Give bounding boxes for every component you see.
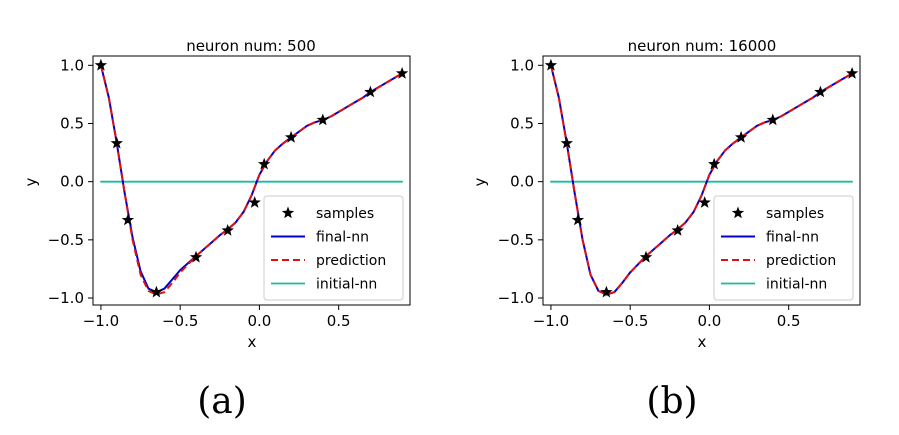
y-axis-label: y (471, 177, 489, 186)
legend-marker (731, 206, 745, 219)
y-axis-ticks: 1.0 0.5 0.0 −0.5 −1.0 (48, 56, 93, 307)
sample-point (150, 285, 163, 298)
sample-point (671, 224, 684, 236)
legend-item-samples: samples (281, 206, 374, 222)
sample-point (189, 250, 203, 263)
legend-label: initial-nn (766, 277, 827, 293)
y-tick-label: 0.0 (510, 173, 534, 191)
legend-label: initial-nn (316, 277, 377, 293)
sample-point (600, 285, 613, 298)
x-tick-label: 0.5 (777, 312, 801, 330)
sample-point (121, 213, 135, 226)
sample-point (395, 67, 409, 79)
x-tick-label: 0.0 (697, 312, 721, 330)
legend-item-initial-nn: initial-nn (271, 277, 377, 293)
x-axis-label: x (248, 333, 257, 351)
sample-point (248, 196, 261, 208)
subfigure-caption: (a) (197, 381, 247, 422)
legend-box (713, 195, 854, 301)
sample-point (316, 113, 329, 126)
sample-point (734, 130, 748, 143)
legend-item-initial-nn: initial-nn (721, 277, 827, 293)
x-tick-label: −1.0 (533, 312, 569, 330)
y-tick-label: 0.5 (510, 114, 534, 132)
legend-label: samples (766, 206, 824, 222)
legend-item-samples: samples (731, 206, 824, 222)
sample-point (110, 136, 123, 149)
subplot-title: neuron num: 16000 (628, 37, 777, 55)
y-tick-label: −0.5 (498, 231, 534, 249)
sample-point (639, 250, 653, 263)
x-axis-label: x (698, 333, 707, 351)
legend-box (263, 195, 404, 301)
x-tick-label: 0.5 (327, 312, 351, 330)
subfigure-caption: (b) (646, 381, 697, 422)
sample-point (221, 224, 234, 236)
y-tick-label: 0.5 (60, 114, 84, 132)
sample-point (258, 157, 271, 170)
series-line-prediction (99, 65, 403, 296)
legend-item-prediction: prediction (271, 253, 386, 269)
legend-label: samples (316, 206, 374, 222)
plot-area (94, 58, 409, 298)
legend-label: final-nn (316, 230, 369, 246)
legend-item-final-nn: final-nn (271, 230, 369, 246)
sample-point (571, 213, 585, 226)
sample-point (766, 113, 779, 126)
sample-point (364, 85, 377, 98)
y-tick-label: −1.0 (48, 289, 84, 307)
sample-point (560, 136, 573, 149)
legend-item-prediction: prediction (721, 253, 836, 269)
plot-area (544, 58, 859, 298)
subplot-title: neuron num: 500 (186, 37, 316, 55)
y-tick-label: −0.5 (48, 231, 84, 249)
legend-label: prediction (766, 253, 836, 269)
x-tick-label: −0.5 (162, 312, 198, 330)
x-tick-label: 0.0 (247, 312, 271, 330)
x-axis-ticks: −1.0 −0.5 0.0 0.5 (533, 305, 801, 330)
legend-item-final-nn: final-nn (721, 230, 819, 246)
sample-point (544, 58, 558, 71)
x-tick-label: −1.0 (83, 312, 119, 330)
y-tick-label: 1.0 (510, 56, 534, 74)
sample-point (284, 130, 298, 143)
x-axis-ticks: −1.0 −0.5 0.0 0.5 (83, 305, 351, 330)
legend: samples final-nn prediction initial-nn (713, 195, 854, 301)
legend-marker (281, 206, 295, 219)
y-axis-label: y (22, 177, 40, 186)
subplot-a: neuron num: 500 −1.0 −0.5 0.0 0.5 1.0 0.5 0.0… (22, 37, 411, 422)
axes-frame (542, 55, 861, 306)
series-line-prediction (549, 65, 853, 296)
y-tick-label: −1.0 (498, 289, 534, 307)
sample-point (698, 196, 711, 208)
axes-frame (92, 55, 411, 306)
x-tick-label: −0.5 (612, 312, 648, 330)
y-tick-label: 1.0 (60, 56, 84, 74)
sample-point (814, 85, 827, 98)
legend-label: prediction (316, 253, 386, 269)
sample-point (94, 58, 108, 71)
sample-point (845, 67, 859, 79)
legend: samples final-nn prediction initial-nn (263, 195, 404, 301)
sample-point (708, 157, 721, 170)
y-tick-label: 0.0 (60, 173, 84, 191)
legend-label: final-nn (766, 230, 819, 246)
subplot-b: neuron num: 16000 −1.0 −0.5 0.0 0.5 1.0 0.5 0… (471, 37, 861, 422)
y-axis-ticks: 1.0 0.5 0.0 −0.5 −1.0 (498, 56, 543, 307)
